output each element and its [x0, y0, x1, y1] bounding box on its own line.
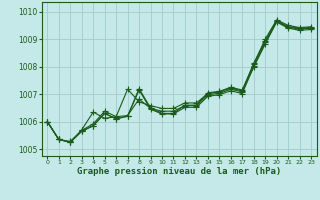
X-axis label: Graphe pression niveau de la mer (hPa): Graphe pression niveau de la mer (hPa)	[77, 167, 281, 176]
